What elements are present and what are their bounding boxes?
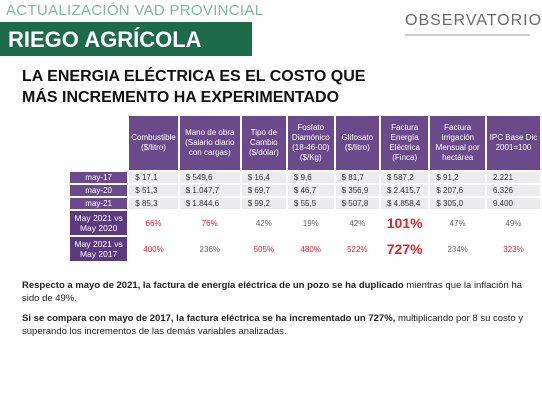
logo-line	[405, 34, 530, 36]
cell: 480%	[287, 237, 334, 261]
bold-text: Si se compara con mayo de 2017, la factu…	[22, 313, 396, 324]
cell: $ 9,6	[287, 172, 334, 183]
cell: 400%	[129, 237, 178, 261]
header-band	[0, 22, 252, 56]
corner	[70, 116, 127, 170]
cell: $ 81,7	[335, 172, 379, 183]
cell: 66%	[129, 211, 178, 235]
column-header: Glifosato ($/litro)	[335, 116, 379, 170]
data-row: may-21 $ 85,3 $ 1.844,6 $ 99,2 $ 55,5 $ 507,8…	[70, 198, 540, 209]
data-row: may-20 $ 51,3 $ 1.047,7 $ 69,7 $ 46,7 $ 356,9…	[70, 185, 540, 196]
comparison-row: May 2021 vs May 2020 66% 76% 42% 19% 42% 101% 4…	[70, 211, 540, 235]
paragraph: Respecto a mayo de 2021, la factura de e…	[22, 280, 527, 305]
cell: $ 1.844,6	[179, 198, 240, 209]
cell: $ 99,2	[241, 198, 286, 209]
cell: $ 549,6	[179, 172, 240, 183]
row-label: may-17	[70, 172, 128, 183]
cell: 505%	[241, 237, 286, 261]
heading: LA ENERGIA ELÉCTRICA ES EL COSTO QUE MÁS…	[22, 68, 366, 106]
text: multiplicando por 8 su costo y superando…	[22, 313, 524, 337]
cell: 234%	[430, 237, 485, 261]
cell: $ 46,7	[287, 185, 334, 196]
cell: $ 507,8	[335, 198, 379, 209]
column-header: Mano de obra (Salario diario con cargas)	[179, 116, 240, 170]
cell: 42%	[241, 211, 286, 235]
cell: $ 2.415,7	[380, 185, 429, 196]
column-header: Tipo de Cambio ($/dólar)	[241, 116, 286, 170]
cell: 101%	[380, 211, 429, 235]
header-title: ACTUALIZACIÓN VAD PROVINCIAL	[6, 2, 264, 19]
cell: 9.400	[486, 198, 540, 209]
paragraph: Si se compara con mayo de 2017, la factu…	[22, 313, 527, 338]
column-header: Factura Irrigación Mensual por hectárea	[430, 116, 485, 170]
row-label: may-21	[70, 198, 128, 209]
cell: $ 587,2	[380, 172, 429, 183]
cell: 42%	[335, 211, 379, 235]
cell: $ 51,3	[129, 185, 178, 196]
data-table: Combustible ($/litro) Mano de obra (Salar…	[68, 114, 542, 263]
cell: 2.221	[486, 172, 540, 183]
cell: $ 16,4	[241, 172, 286, 183]
cell: 236%	[179, 237, 240, 261]
cell: $ 91,2	[430, 172, 485, 183]
header-subtitle: RIEGO AGRÍCOLA	[8, 27, 202, 52]
cell: 76%	[179, 211, 240, 235]
cell: $ 69,7	[241, 185, 286, 196]
comparison-row: May 2021 vs May 2017 400% 236% 505% 480% 522%…	[70, 237, 540, 261]
row-label: May 2021 vs May 2017	[70, 237, 128, 261]
header-row: Combustible ($/litro) Mano de obra (Salar…	[70, 116, 540, 170]
column-header: Factura Energía Eléctrica (Finca)	[380, 116, 429, 170]
cell: 323%	[486, 237, 540, 261]
column-header: Fosfato Diamónico (18-46-00) ($/Kg)	[287, 116, 334, 170]
cell: $ 356,9	[335, 185, 379, 196]
cell: 522%	[335, 237, 379, 261]
row-label: may-20	[70, 185, 128, 196]
cell: 19%	[287, 211, 334, 235]
cell: 6.326	[486, 185, 540, 196]
cell: $ 4.858,4	[380, 198, 429, 209]
logo: OBSERVATORIO	[405, 12, 542, 29]
cell: $ 305,0	[430, 198, 485, 209]
cell: $ 55,5	[287, 198, 334, 209]
column-header: Combustible ($/litro)	[129, 116, 178, 170]
paragraphs: Respecto a mayo de 2021, la factura de e…	[22, 280, 527, 346]
text: mientras que la inflación ha sido de 49%…	[22, 280, 523, 304]
cell: $ 1.047,7	[179, 185, 240, 196]
cell: $ 85,3	[129, 198, 178, 209]
cell: 727%	[380, 237, 429, 261]
bold-text: Respecto a mayo de 2021, la factura de e…	[22, 280, 404, 291]
cell: $ 207,6	[430, 185, 485, 196]
row-label: May 2021 vs May 2020	[70, 211, 128, 235]
cell: $ 17,1	[129, 172, 178, 183]
column-header: IPC Base Dic 2001=100	[486, 116, 540, 170]
data-row: may-17 $ 17,1 $ 549,6 $ 16,4 $ 9,6 $ 81,7 $ 58…	[70, 172, 540, 183]
cell: 49%	[486, 211, 540, 235]
cell: 47%	[430, 211, 485, 235]
